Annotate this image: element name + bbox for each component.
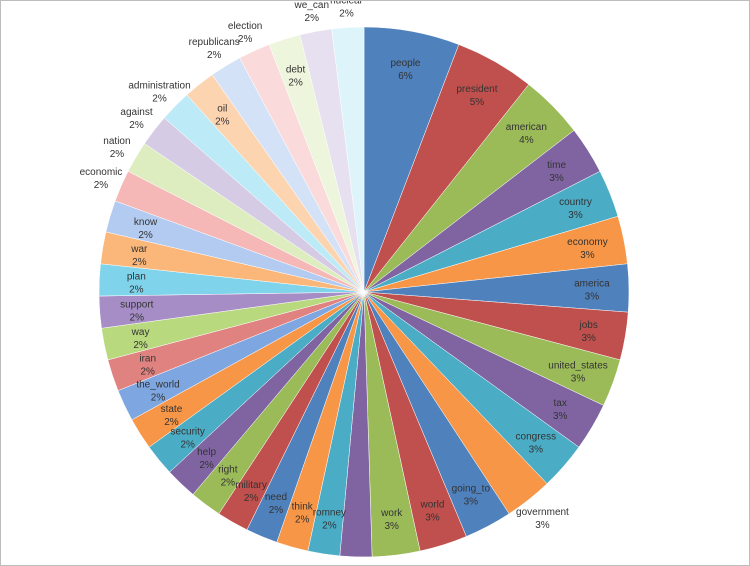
- slice-label: election: [228, 21, 262, 32]
- slice-percent: 2%: [339, 9, 354, 20]
- slice-label: president: [456, 84, 497, 95]
- slice-label: military: [235, 480, 267, 491]
- slice-percent: 3%: [571, 373, 586, 384]
- slice-percent: 2%: [138, 230, 153, 241]
- slice-label: jobs: [579, 320, 598, 331]
- slice-percent: 2%: [199, 460, 214, 471]
- slice-percent: 2%: [269, 505, 284, 516]
- slice-percent: 2%: [129, 120, 144, 131]
- slice-label: american: [506, 122, 547, 133]
- slice-percent: 3%: [553, 411, 568, 422]
- slice-percent: 2%: [110, 149, 125, 160]
- slice-percent: 3%: [581, 333, 596, 344]
- slice-label: economy: [567, 237, 608, 248]
- slice-percent: 2%: [129, 285, 144, 296]
- slice-label: republicans: [189, 37, 240, 48]
- pie-slice-nuclear: [331, 26, 365, 293]
- slice-percent: 2%: [133, 340, 148, 351]
- slice-percent: 2%: [152, 94, 167, 105]
- slice-percent: 3%: [529, 445, 544, 456]
- slice-percent: 6%: [398, 71, 413, 82]
- slice-percent: 2%: [94, 180, 109, 191]
- slice-label: we_can: [294, 1, 329, 11]
- slice-percent: 2%: [288, 78, 303, 89]
- slice-percent: 2%: [244, 493, 259, 504]
- slice-percent: 3%: [464, 496, 479, 507]
- slice-label: people: [390, 58, 420, 69]
- slice-label: romney: [313, 507, 346, 518]
- slice-label: country: [559, 197, 592, 208]
- slice-percent: 2%: [151, 393, 166, 404]
- slice-label: iran: [139, 354, 156, 365]
- slice-percent: 2%: [130, 312, 145, 323]
- slice-label: right: [218, 465, 238, 476]
- slice-label: nuclear: [330, 1, 363, 7]
- slice-label: congress: [516, 432, 557, 443]
- slice-percent: 3%: [549, 173, 564, 184]
- slice-label: united_states: [548, 360, 608, 371]
- slice-label: time: [547, 160, 566, 171]
- slice-percent: 2%: [221, 478, 236, 489]
- slice-label: tax: [554, 398, 567, 409]
- slice-percent: 2%: [295, 514, 310, 525]
- slice-label: plan: [127, 272, 146, 283]
- slice-label: think: [292, 501, 314, 512]
- slice-percent: 2%: [207, 50, 222, 61]
- slice-label: security: [170, 426, 204, 437]
- slice-label: support: [120, 299, 154, 310]
- slice-percent: 2%: [238, 34, 253, 45]
- slice-label: nation: [103, 136, 130, 147]
- slice-label: against: [120, 107, 152, 118]
- slice-label: the_world: [136, 380, 179, 391]
- slice-label: government: [516, 507, 569, 518]
- slice-percent: 2%: [132, 257, 147, 268]
- slice-percent: 3%: [568, 210, 583, 221]
- slice-label: economic: [80, 167, 123, 178]
- slice-label: help: [197, 447, 216, 458]
- slice-label: world: [419, 499, 444, 510]
- slice-percent: 3%: [385, 521, 400, 532]
- slice-label: know: [134, 217, 158, 228]
- slice-percent: 5%: [470, 97, 485, 108]
- slice-label: way: [131, 327, 150, 338]
- slice-percent: 2%: [215, 117, 230, 128]
- slice-percent: 2%: [140, 367, 155, 378]
- slice-label: administration: [128, 81, 190, 92]
- slice-label: work: [380, 508, 403, 519]
- slice-percent: 2%: [164, 417, 179, 428]
- slice-label: state: [161, 404, 183, 415]
- slice-percent: 2%: [180, 439, 195, 450]
- slice-label: war: [130, 244, 148, 255]
- slice-percent: 4%: [519, 135, 534, 146]
- slice-percent: 2%: [322, 520, 337, 531]
- slice-percent: 3%: [585, 292, 600, 303]
- slice-percent: 3%: [535, 520, 550, 531]
- slice-label: america: [574, 279, 610, 290]
- slice-label: going_to: [452, 483, 491, 494]
- slice-label: need: [265, 492, 287, 503]
- slice-percent: 2%: [305, 13, 320, 24]
- slice-label: oil: [217, 104, 227, 115]
- slice-percent: 3%: [425, 512, 440, 523]
- slice-label: debt: [286, 65, 306, 76]
- slice-percent: 3%: [580, 250, 595, 261]
